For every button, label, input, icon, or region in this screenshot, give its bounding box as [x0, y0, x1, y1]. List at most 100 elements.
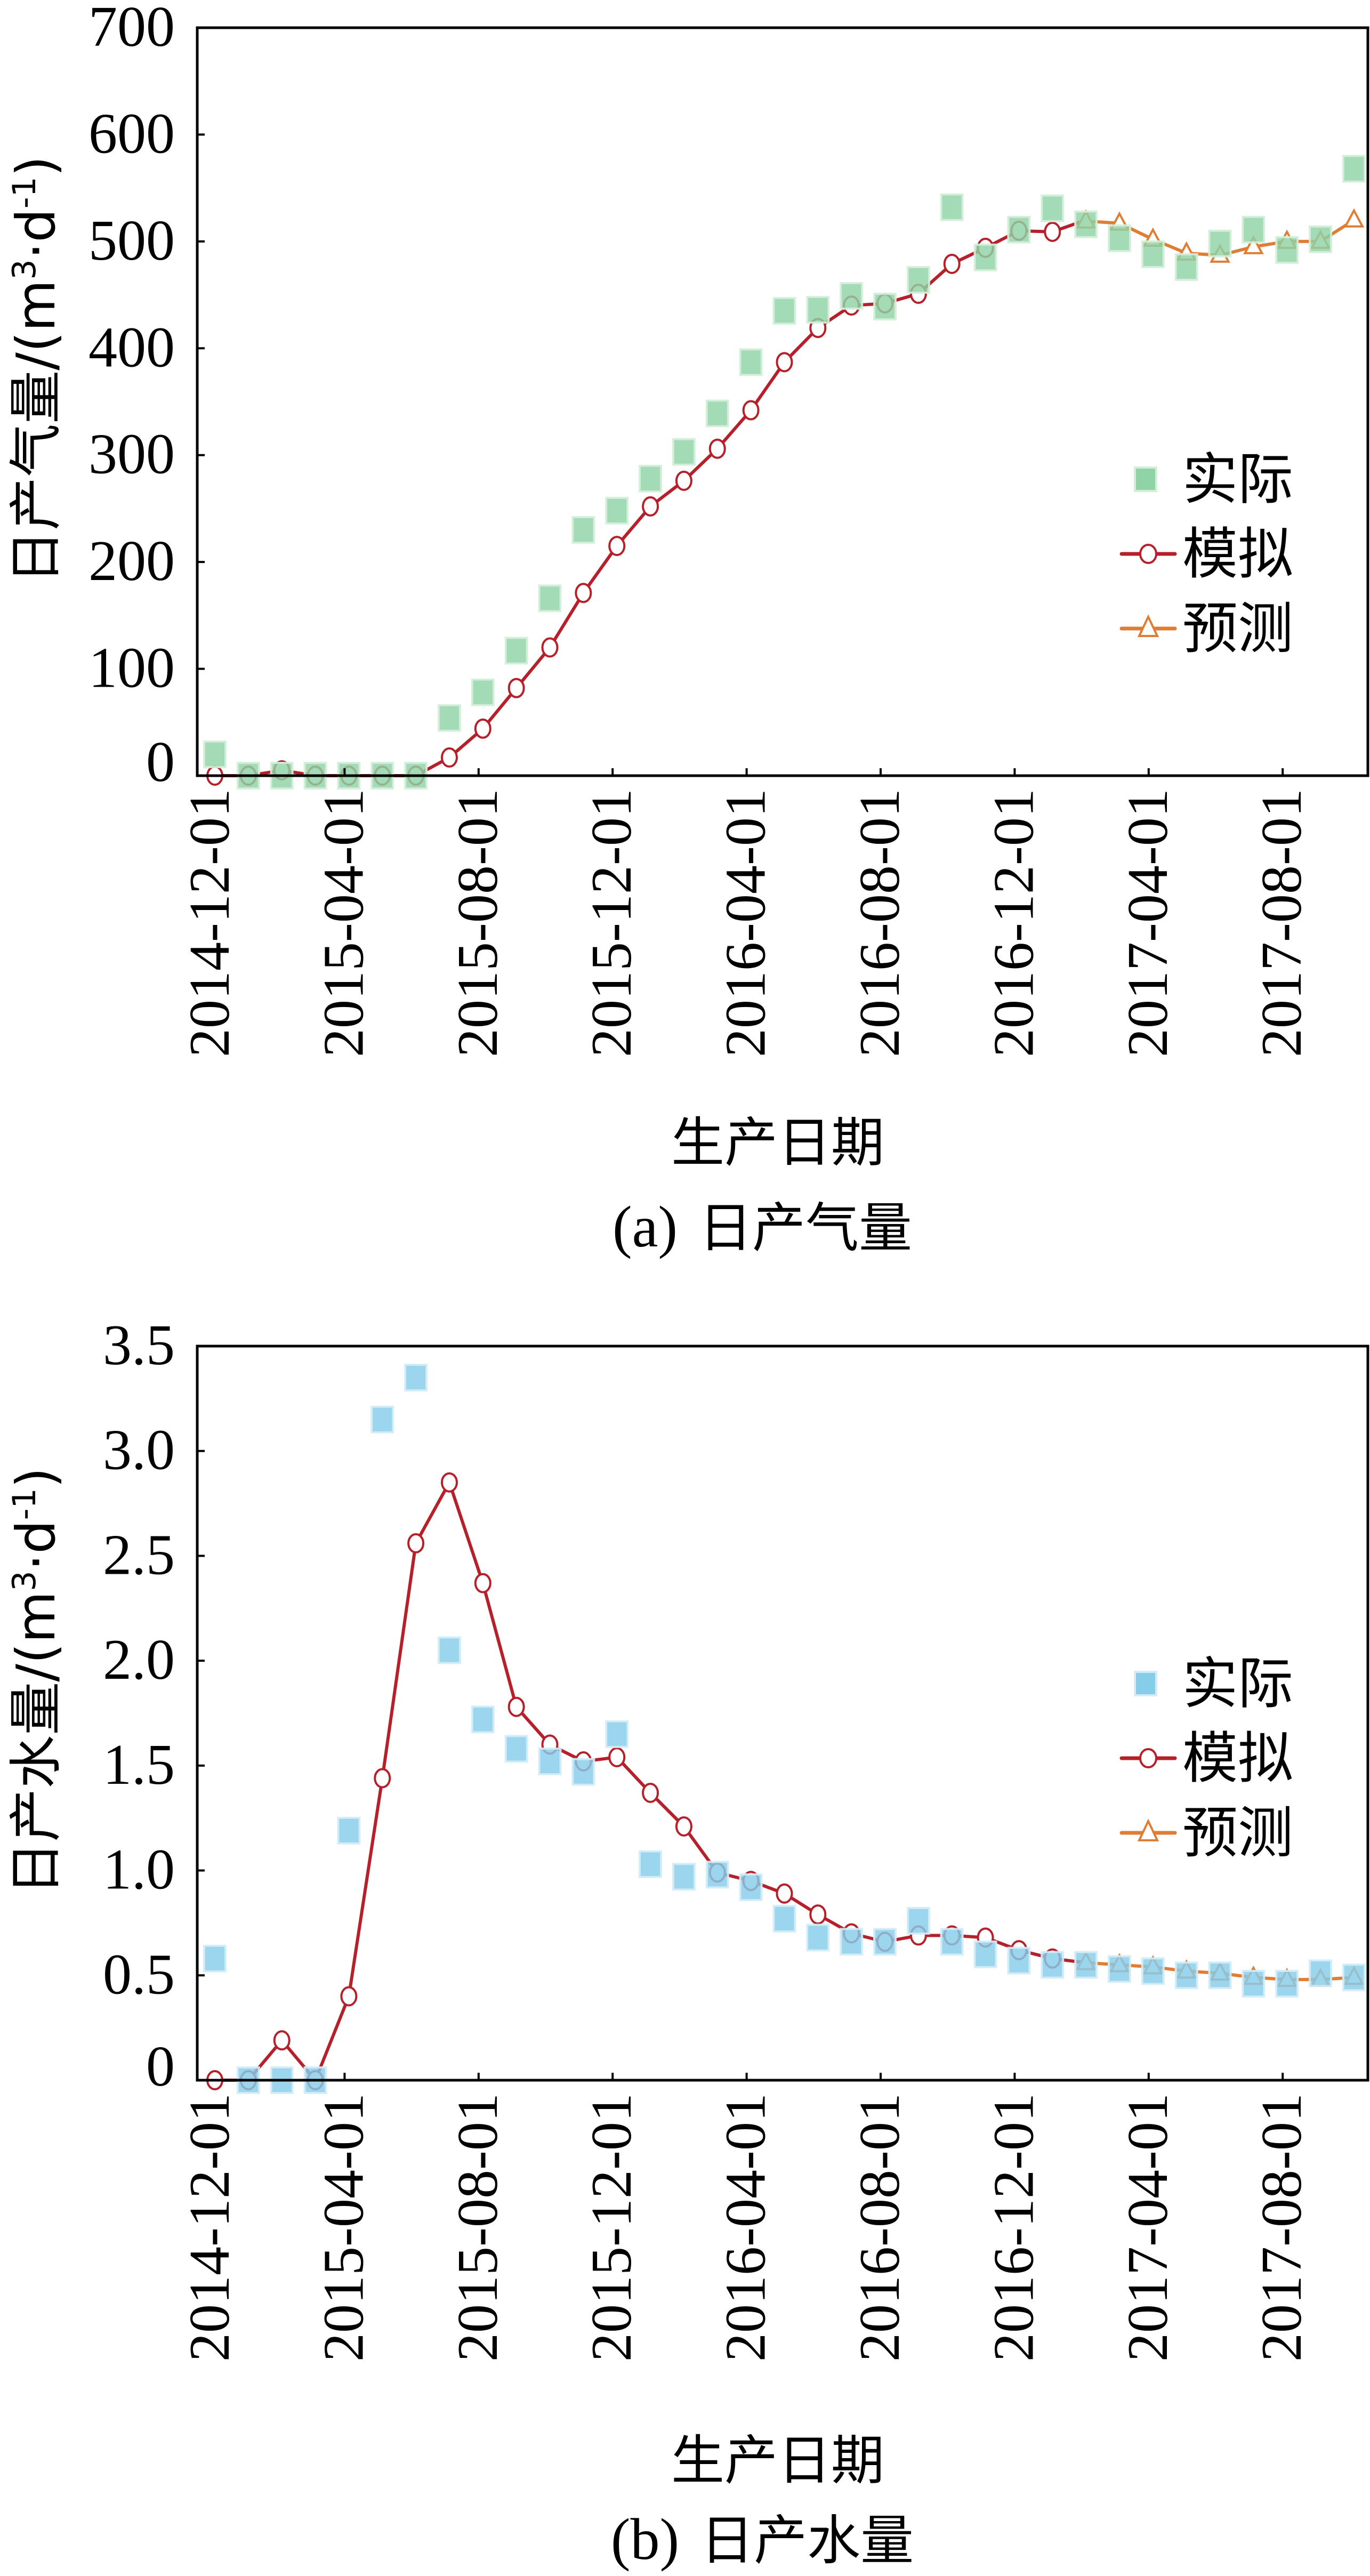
x-tick-label: 2016-04-01 — [714, 2093, 778, 2362]
simulated-point — [374, 1768, 391, 1789]
legend-label-actual: 实际 — [1182, 1651, 1293, 1716]
axis-ticks-water: 0 0.5 1.0 1.5 2.0 2.5 3.0 3.5 2014-12-01 2015-04-… — [103, 1314, 1313, 2362]
legend-item-actual: 实际 — [1134, 1651, 1293, 1716]
actual-point — [973, 1940, 997, 1968]
actual-point — [437, 704, 461, 732]
simulated-point — [742, 400, 760, 421]
simulated-point — [809, 1904, 827, 1925]
legend-item-predicted: 预测 — [1119, 596, 1293, 661]
actual-point — [1141, 1957, 1165, 1985]
actual-point — [705, 399, 729, 428]
y-tick-label: 500 — [88, 209, 175, 272]
actual-point — [1242, 215, 1266, 244]
simulated-point — [440, 747, 458, 768]
x-tick-label: 2016-12-01 — [982, 2093, 1045, 2362]
predicted-point — [1243, 235, 1264, 254]
actual-point — [571, 1758, 595, 1786]
actual-point — [840, 282, 864, 310]
legend-label-predicted: 预测 — [1182, 1800, 1293, 1865]
y-tick-label: 400 — [88, 316, 175, 379]
actual-point — [1074, 1951, 1098, 1979]
actual-point — [370, 1405, 394, 1434]
actual-point — [940, 193, 964, 221]
actual-point — [639, 1850, 663, 1878]
simulated-point — [474, 1573, 491, 1593]
actual-point — [1242, 1970, 1266, 1998]
actual-point — [1309, 225, 1333, 253]
actual-point — [772, 1905, 796, 1933]
actual-point — [1275, 1970, 1299, 1998]
legend-water: 实际 模拟 预测 — [1119, 1651, 1293, 1865]
y-tick-label: 3.5 — [103, 1314, 175, 1377]
actual-point — [739, 348, 763, 376]
actual-point — [1007, 1946, 1031, 1975]
y-tick-label: 200 — [88, 529, 175, 593]
legend-item-actual: 实际 — [1134, 447, 1293, 512]
legend-triangle-marker — [1137, 1818, 1159, 1841]
simulated-point — [675, 470, 692, 491]
y-tick-label: 700 — [88, 0, 175, 59]
actual-point — [873, 293, 897, 321]
y-axis-label-water: 日产水量/(m3·d-1) — [5, 1467, 67, 1895]
actual-point — [571, 516, 595, 544]
actual-point — [1208, 1961, 1232, 1990]
simulated-point — [273, 2030, 291, 2051]
legend-circle-marker — [1139, 1748, 1157, 1768]
simulated-point — [407, 1533, 425, 1553]
legend-item-predicted: 预测 — [1119, 1800, 1293, 1865]
actual-point — [1342, 155, 1366, 183]
y-tick-label: 2.5 — [103, 1523, 175, 1587]
y-tick-label: 100 — [88, 637, 175, 700]
actual-point — [672, 1863, 696, 1891]
actual-point — [1041, 1951, 1065, 1979]
legend-item-simulated: 模拟 — [1119, 1726, 1293, 1791]
y-tick-label: 2.0 — [103, 1628, 175, 1692]
legend-label-actual: 实际 — [1182, 447, 1293, 512]
simulated-point — [943, 253, 961, 274]
simulated-point — [642, 496, 659, 517]
actual-point — [906, 1906, 930, 1935]
panel-water: 0 0.5 1.0 1.5 2.0 2.5 3.0 3.5 2014-12-01 2015-04-… — [5, 1314, 1369, 2572]
actual-point — [806, 296, 830, 324]
y-tick-label: 600 — [88, 102, 175, 165]
actual-point — [1275, 236, 1299, 264]
actual-point — [1007, 215, 1031, 244]
actual-point — [1309, 1959, 1333, 1987]
simulated-point — [708, 438, 726, 459]
simulated-point — [507, 678, 525, 698]
legend-square-marker — [1134, 1671, 1157, 1696]
actual-point — [873, 1928, 897, 1956]
actual-point — [404, 1364, 428, 1392]
x-tick-label: 2016-08-01 — [848, 2093, 912, 2362]
actual-point — [605, 1720, 629, 1748]
actual-point — [739, 1873, 763, 1902]
actual-point — [940, 1928, 964, 1956]
simulated-point — [575, 583, 592, 603]
actual-point — [504, 1735, 528, 1763]
x-tick-label: 2015-04-01 — [312, 788, 375, 1057]
plot-area-water — [203, 1364, 1366, 2094]
actual-point — [840, 1928, 864, 1956]
y-axis-label-main: 日产气量/(m — [5, 280, 67, 584]
y-axis-label-end: ) — [5, 1467, 67, 1488]
plot-frame-water — [196, 1345, 1369, 2082]
x-axis-label-water: 生产日期 — [671, 2429, 884, 2492]
caption-letter: (a) — [613, 1194, 678, 1259]
caption-gas: (a) 日产气量 — [613, 1194, 912, 1259]
actual-point — [605, 496, 629, 525]
legend-item-simulated: 模拟 — [1119, 521, 1293, 586]
y-axis-label-sup: 3 — [6, 259, 43, 279]
legend-triangle-marker — [1137, 614, 1159, 637]
y-tick-label: 300 — [88, 423, 175, 486]
x-tick-label: 2015-12-01 — [580, 2093, 643, 2362]
simulated-point — [776, 352, 793, 373]
y-tick-label: 1.0 — [103, 1838, 175, 1902]
actual-point — [973, 243, 997, 271]
x-tick-label: 2016-12-01 — [982, 788, 1045, 1057]
simulated-point — [675, 1816, 692, 1837]
y-tick-label: 1.5 — [103, 1733, 175, 1797]
caption-text: 日产气量 — [699, 1197, 912, 1259]
x-tick-label: 2016-04-01 — [714, 788, 778, 1057]
actual-point — [1107, 224, 1131, 252]
